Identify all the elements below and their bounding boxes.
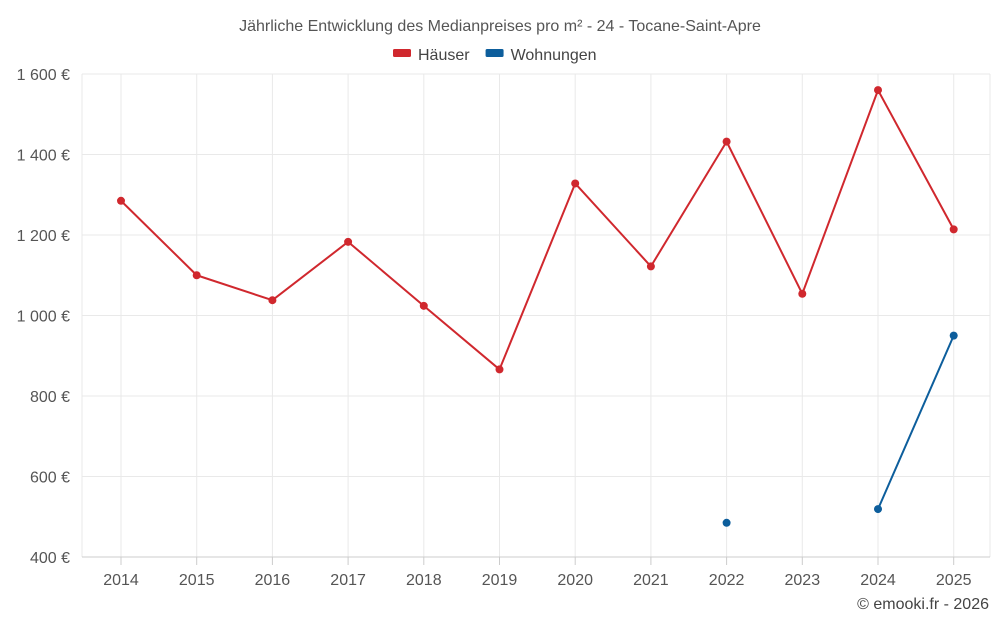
y-tick-label: 1 000 € [17, 309, 70, 326]
x-tick-label: 2015 [179, 572, 215, 589]
series-line [877, 334, 955, 511]
x-tick-label: 2024 [860, 572, 896, 589]
data-point[interactable] [646, 262, 655, 271]
x-tick-label: 2019 [482, 572, 518, 589]
data-point[interactable] [192, 271, 201, 280]
series-häuser [117, 86, 958, 374]
series-wohnungen [722, 331, 958, 527]
y-tick-label: 1 400 € [17, 148, 70, 165]
x-gridlines [81, 74, 991, 565]
x-tick-label: 2021 [633, 572, 669, 589]
y-tick-label: 1 600 € [17, 67, 70, 84]
y-axis-labels: 400 € 600 € 800 € 1 000 € 1 200 € 1 400 € 1 60… [17, 67, 70, 567]
data-point[interactable] [949, 225, 958, 234]
y-tick-label: 400 € [30, 550, 70, 567]
x-tick-label: 2023 [785, 572, 821, 589]
y-tick-label: 800 € [30, 389, 70, 406]
x-tick-label: 2022 [709, 572, 745, 589]
chart-title: Jährliche Entwicklung des Medianpreises … [239, 18, 761, 35]
x-tick-label: 2020 [557, 572, 593, 589]
data-point[interactable] [722, 137, 731, 146]
data-point[interactable] [571, 179, 580, 188]
legend-swatch [393, 49, 411, 57]
legend-label: Wohnungen [511, 47, 597, 64]
series-line [120, 89, 955, 371]
data-point[interactable] [874, 505, 882, 514]
legend-label: Häuser [418, 47, 470, 64]
x-axis-labels: 2014 2015 2016 2017 2018 2019 2020 2021 2022 2023… [103, 572, 971, 589]
y-gridlines [82, 73, 990, 477]
x-tick-label: 2016 [255, 572, 291, 589]
y-tick-label: 600 € [30, 470, 70, 487]
legend: Häuser Wohnungen [393, 47, 597, 64]
data-point[interactable] [117, 196, 125, 205]
data-point[interactable] [722, 518, 731, 527]
data-point[interactable] [874, 86, 882, 95]
credit-text: © emooki.fr - 2026 [857, 596, 989, 613]
x-tick-label: 2014 [103, 572, 139, 589]
x-tick-label: 2025 [936, 572, 972, 589]
legend-swatch [485, 49, 504, 57]
x-tick-label: 2018 [406, 572, 442, 589]
data-point[interactable] [419, 301, 428, 310]
legend-item[interactable]: Häuser [393, 47, 470, 64]
y-tick-label: 1 200 € [17, 228, 70, 245]
legend-item[interactable]: Wohnungen [485, 47, 597, 64]
data-point[interactable] [949, 331, 958, 340]
data-point[interactable] [798, 289, 807, 298]
data-point[interactable] [268, 296, 277, 305]
x-tick-label: 2017 [330, 572, 366, 589]
series-layer [117, 86, 958, 527]
data-point[interactable] [495, 365, 504, 374]
data-point[interactable] [344, 237, 353, 246]
